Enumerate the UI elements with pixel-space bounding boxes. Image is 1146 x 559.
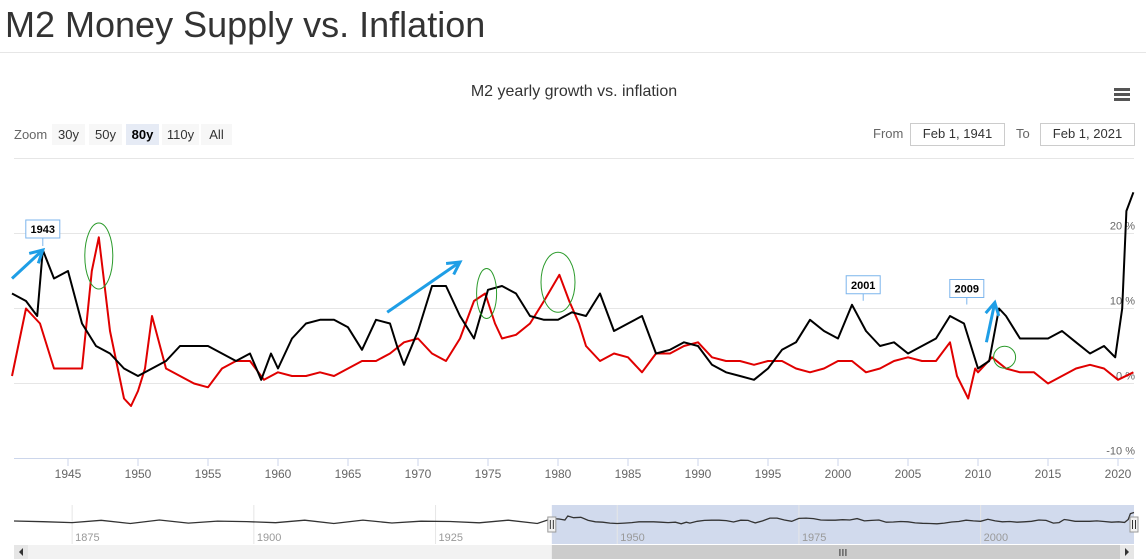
arrow-annotation xyxy=(984,299,1001,343)
y-tick-label: -10 % xyxy=(1106,446,1135,458)
highlight-circle xyxy=(476,268,498,319)
navigator[interactable]: 1875 1900 1925 1950 1975 2000 xyxy=(13,505,1139,559)
x-tick-label: 2005 xyxy=(895,467,922,481)
from-date-value: Feb 1, 1941 xyxy=(923,126,992,141)
x-tick-label: 1970 xyxy=(405,467,432,481)
zoom-label: Zoom xyxy=(14,127,47,142)
chart-title: M2 yearly growth vs. inflation xyxy=(471,83,677,100)
range-selector: Zoom 30y 50y 80y 110y All From Feb 1, 19… xyxy=(14,123,1135,146)
zoom-button-80y[interactable]: 80y xyxy=(126,124,159,145)
zoom-button-label: All xyxy=(209,127,224,142)
zoom-button-50y[interactable]: 50y xyxy=(89,124,122,145)
annotation-label: 1943 xyxy=(25,219,61,246)
highlight-circle xyxy=(84,222,114,290)
navigator-tick-label: 1875 xyxy=(75,532,99,544)
x-tick-label: 1965 xyxy=(335,467,362,481)
zoom-button-label: 50y xyxy=(95,127,116,142)
annotation-text: 2001 xyxy=(851,280,875,292)
x-tick-label: 1950 xyxy=(125,467,152,481)
highlight-circle xyxy=(993,345,1017,369)
annotation-label: 2009 xyxy=(949,279,985,305)
x-tick-label: 2015 xyxy=(1035,467,1062,481)
navigator-tick-label: 1900 xyxy=(257,532,281,544)
navigator-tick-label: 2000 xyxy=(984,532,1008,544)
to-date-value: Feb 1, 2021 xyxy=(1053,126,1122,141)
annotation-text: 1943 xyxy=(31,224,55,236)
hamburger-menu-icon[interactable] xyxy=(1114,88,1130,101)
to-date-input[interactable]: Feb 1, 2021 xyxy=(1040,123,1135,146)
x-tick-label: 1960 xyxy=(265,467,292,481)
navigator-series-line xyxy=(13,511,1135,525)
y-axis: -10 %0 %10 %20 % xyxy=(1106,221,1135,458)
x-tick-label: 2000 xyxy=(825,467,852,481)
x-tick-label: 1995 xyxy=(755,467,782,481)
x-tick-label: 1975 xyxy=(475,467,502,481)
zoom-button-label: 30y xyxy=(58,127,79,142)
navigator-selected-range[interactable] xyxy=(551,505,1134,544)
inflation-line xyxy=(11,236,1134,407)
navigator-left-handle[interactable] xyxy=(547,516,557,533)
scrollbar-right-arrow-icon[interactable] xyxy=(1120,545,1134,559)
overlays: 1943 2001 2009 xyxy=(10,219,1017,369)
annotation-label: 2001 xyxy=(845,275,881,301)
x-tick-label: 1990 xyxy=(685,467,712,481)
navigator-tick-label: 1950 xyxy=(620,532,644,544)
scrollbar-left-arrow-icon[interactable] xyxy=(14,545,28,559)
from-label: From xyxy=(873,126,903,141)
x-axis: 1945 1950 1955 1960 1965 1970 1975 1980 1985 1990… xyxy=(14,458,1134,481)
x-tick-label: 1980 xyxy=(545,467,572,481)
highlight-circle xyxy=(540,251,576,313)
zoom-button-label: 110y xyxy=(167,127,195,142)
zoom-button-all[interactable]: All xyxy=(201,124,232,145)
navigator-right-handle[interactable] xyxy=(1129,516,1139,533)
navigator-tick-label: 1975 xyxy=(802,532,826,544)
y-tick-label: 20 % xyxy=(1110,221,1135,233)
navigator-scrollbar[interactable] xyxy=(14,545,1134,559)
scrollbar-grip-icon xyxy=(839,549,847,556)
x-tick-label: 1985 xyxy=(615,467,642,481)
to-label: To xyxy=(1016,126,1030,141)
page-title: M2 Money Supply vs. Inflation xyxy=(5,4,486,45)
title-divider xyxy=(0,52,1146,53)
arrow-annotation xyxy=(386,260,463,314)
m2-growth-line xyxy=(11,191,1135,381)
zoom-button-30y[interactable]: 30y xyxy=(52,124,85,145)
annotation-text: 2009 xyxy=(955,284,979,296)
zoom-button-110y[interactable]: 110y xyxy=(162,124,199,145)
x-tick-label: 2010 xyxy=(965,467,992,481)
series-lines xyxy=(11,191,1135,407)
zoom-button-label: 80y xyxy=(132,127,154,142)
from-date-input[interactable]: Feb 1, 1941 xyxy=(910,123,1005,146)
navigator-tick-label: 1925 xyxy=(439,532,463,544)
x-tick-label: 1945 xyxy=(55,467,82,481)
grid-lines xyxy=(14,158,1134,459)
x-tick-label: 1955 xyxy=(195,467,222,481)
arrow-annotation xyxy=(10,247,46,280)
x-tick-label: 2020 xyxy=(1105,467,1132,481)
